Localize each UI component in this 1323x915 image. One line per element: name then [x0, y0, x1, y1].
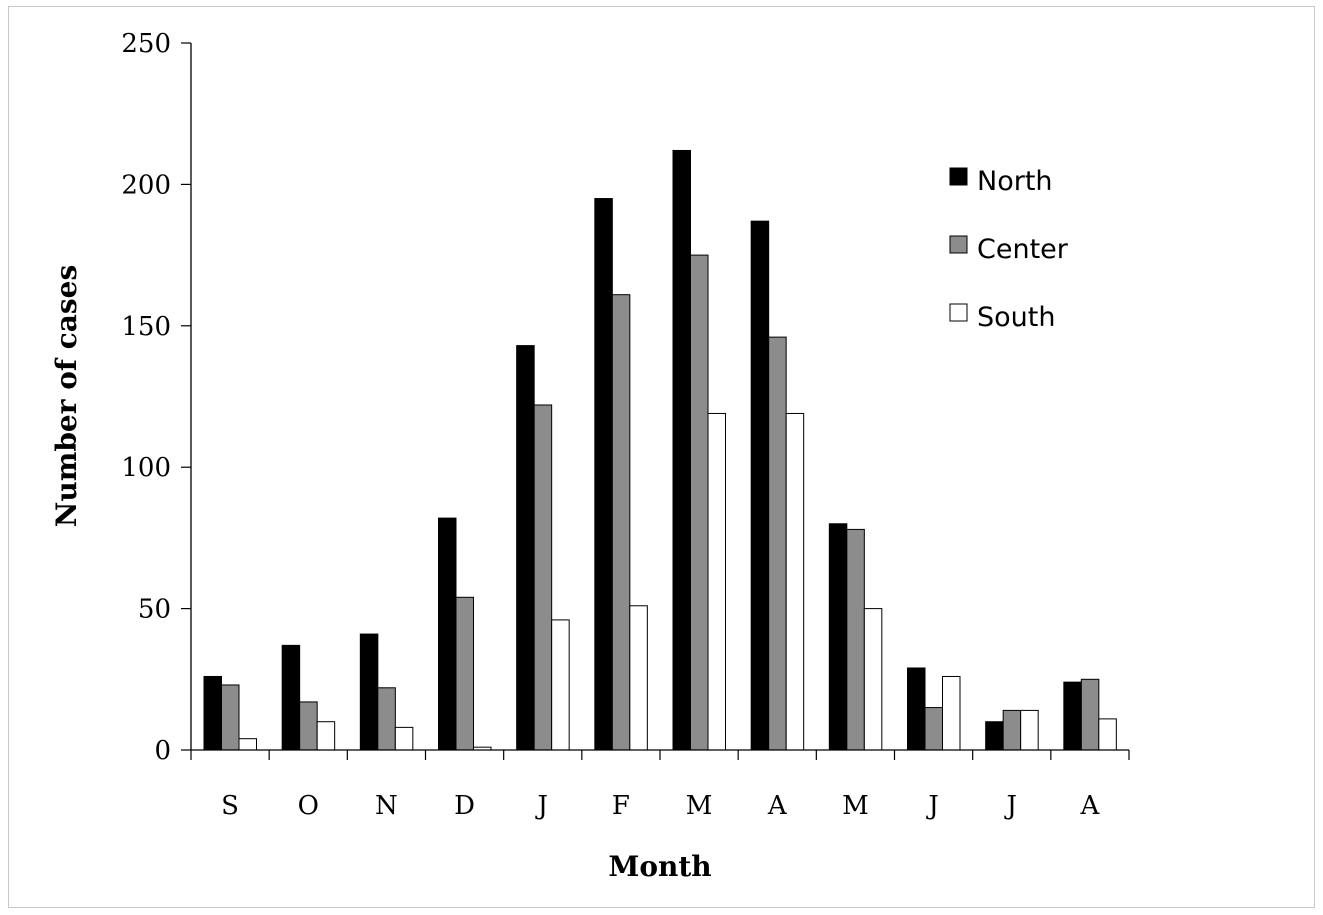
x-axis-title: Month [608, 850, 711, 883]
legend: North Center South [949, 166, 1069, 333]
bar-center-8 [846, 528, 865, 751]
x-tick-label: O [298, 791, 319, 821]
chart-frame [8, 6, 1315, 908]
bar-north-2 [359, 633, 379, 751]
bar-south-2 [394, 726, 414, 751]
legend-swatch-center [949, 235, 968, 254]
x-tick-label: N [375, 791, 398, 821]
bar-south-11 [1098, 718, 1117, 751]
bar-center-11 [1080, 678, 1100, 751]
bar-center-1 [299, 701, 318, 751]
bar-north-9 [907, 667, 926, 751]
bar-center-4 [533, 404, 553, 751]
bar-south-6 [707, 412, 726, 751]
y-axis-ticks: 0 50 100 150 200 250 [121, 29, 191, 766]
bar-north-0 [203, 675, 222, 751]
x-tick-label: M [842, 791, 869, 821]
bar-north-3 [438, 517, 457, 751]
bar-series-group [203, 149, 1117, 751]
legend-swatch-north [949, 167, 968, 186]
y-tick-label: 50 [138, 595, 171, 625]
bar-south-0 [238, 738, 257, 751]
legend-label-center: Center [977, 234, 1069, 265]
bar-north-1 [281, 644, 301, 751]
bar-north-8 [828, 523, 848, 751]
bar-center-9 [924, 707, 943, 751]
bar-south-5 [629, 605, 648, 751]
axes [190, 43, 1129, 751]
bar-south-7 [785, 412, 805, 751]
bar-north-7 [750, 220, 770, 751]
bar-north-11 [1063, 681, 1082, 751]
legend-swatch-south [949, 303, 968, 322]
x-tick-label: F [612, 791, 630, 821]
bar-south-1 [316, 721, 336, 751]
bar-center-7 [768, 336, 787, 751]
x-tick-label: D [454, 791, 475, 821]
bar-center-2 [377, 687, 396, 751]
x-tick-label: M [686, 791, 713, 821]
legend-label-north: North [977, 166, 1053, 197]
x-tick-label: A [767, 791, 788, 821]
bar-south-9 [942, 675, 961, 751]
bar-north-5 [594, 198, 613, 751]
y-tick-label: 0 [154, 736, 171, 766]
bar-center-0 [221, 684, 240, 751]
y-axis-title: Number of cases [50, 265, 83, 527]
bar-north-4 [516, 345, 535, 751]
x-tick-label: J [925, 791, 938, 821]
x-tick-label: J [535, 791, 548, 821]
bar-center-5 [611, 294, 631, 751]
bar-north-6 [672, 149, 691, 751]
y-tick-label: 100 [121, 453, 171, 483]
y-tick-label: 200 [121, 170, 171, 200]
bar-north-10 [985, 721, 1004, 751]
bar-south-8 [863, 608, 883, 751]
x-tick-label: A [1080, 791, 1101, 821]
bar-center-3 [455, 596, 474, 751]
bar-south-10 [1020, 709, 1039, 751]
bar-south-4 [551, 619, 570, 751]
legend-label-south: South [977, 302, 1055, 333]
x-tick-label: S [221, 791, 239, 821]
bar-center-6 [690, 254, 709, 751]
y-tick-label: 150 [121, 312, 171, 342]
y-tick-label: 250 [121, 29, 171, 59]
bar-center-10 [1002, 709, 1022, 751]
x-tick-label: J [1004, 791, 1017, 821]
